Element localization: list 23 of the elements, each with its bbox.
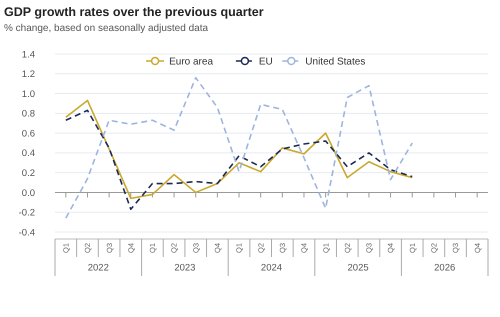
legend-label: Euro area <box>169 56 214 68</box>
line-series <box>65 100 414 200</box>
y-tick-label: 1.4 <box>22 49 35 60</box>
y-tick-label: 0.2 <box>22 168 35 179</box>
y-tick-label: 0.0 <box>22 188 35 199</box>
text: 2024 <box>260 262 282 274</box>
y-tick-label: -0.2 <box>18 208 35 219</box>
line-series <box>65 76 414 219</box>
y-tick-label: -0.4 <box>18 227 35 238</box>
text: 2026 <box>434 262 456 274</box>
legend-label: EU <box>258 56 273 68</box>
chart-title: GDP growth rates over the previous quarter <box>4 5 264 19</box>
legend-label: United States <box>305 56 366 68</box>
line-series <box>65 110 414 210</box>
chart-subtitle: % change, based on seasonally adjusted data <box>4 23 208 34</box>
y-tick-label: 1.0 <box>22 88 35 100</box>
y-tick-label: 0.4 <box>22 148 35 160</box>
text: 2025 <box>348 262 369 274</box>
y-tick-label: 0.8 <box>22 108 35 120</box>
text: 2022 <box>88 262 109 274</box>
text: 2023 <box>174 262 196 274</box>
y-tick-label: 1.2 <box>22 69 35 80</box>
y-tick-label: 0.6 <box>22 128 35 140</box>
